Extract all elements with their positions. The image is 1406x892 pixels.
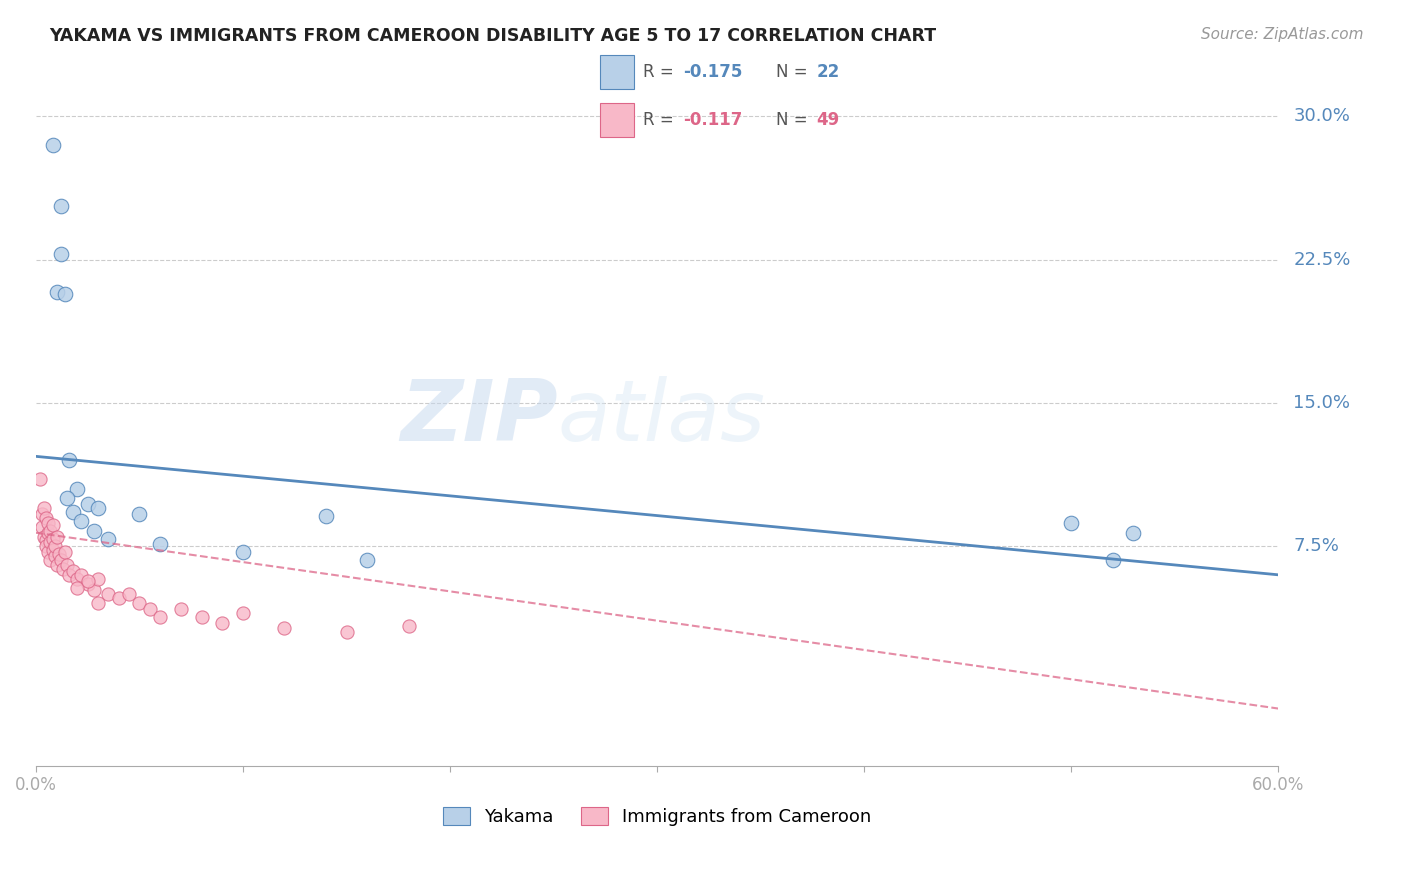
Point bbox=[44, 549, 66, 563]
Text: 22: 22 bbox=[817, 62, 839, 81]
Point bbox=[35, 539, 58, 553]
Text: -0.117: -0.117 bbox=[683, 111, 742, 129]
Text: R =: R = bbox=[643, 62, 679, 81]
Point bbox=[31, 507, 53, 521]
Point bbox=[87, 572, 110, 586]
Point bbox=[48, 547, 70, 561]
Point bbox=[66, 482, 89, 496]
Point bbox=[87, 597, 110, 611]
Point bbox=[39, 535, 62, 549]
Text: R =: R = bbox=[643, 111, 679, 129]
Text: -0.175: -0.175 bbox=[683, 62, 742, 81]
Point bbox=[83, 583, 105, 598]
Point bbox=[398, 619, 420, 633]
FancyBboxPatch shape bbox=[600, 55, 634, 88]
Point bbox=[76, 574, 98, 588]
Point bbox=[66, 572, 89, 586]
Point bbox=[45, 558, 67, 573]
Point bbox=[56, 491, 79, 506]
Point bbox=[41, 532, 63, 546]
Text: 7.5%: 7.5% bbox=[1294, 537, 1339, 555]
Text: N =: N = bbox=[776, 111, 813, 129]
Point bbox=[335, 625, 357, 640]
Point bbox=[45, 530, 67, 544]
Point bbox=[35, 510, 58, 524]
Point bbox=[66, 581, 89, 595]
Point bbox=[70, 514, 93, 528]
Point bbox=[70, 567, 93, 582]
Point bbox=[62, 505, 84, 519]
Point bbox=[139, 602, 162, 616]
Point bbox=[190, 610, 212, 624]
Point bbox=[87, 500, 110, 515]
Point bbox=[62, 564, 84, 578]
Point bbox=[45, 285, 67, 299]
Point bbox=[32, 500, 55, 515]
Point bbox=[44, 539, 66, 553]
Point bbox=[35, 533, 58, 548]
Text: atlas: atlas bbox=[558, 376, 766, 458]
Point bbox=[149, 610, 172, 624]
Point bbox=[58, 567, 80, 582]
Point bbox=[97, 532, 120, 546]
Point bbox=[49, 199, 72, 213]
Point bbox=[356, 552, 378, 566]
Point bbox=[76, 577, 98, 591]
Point bbox=[53, 287, 76, 301]
Point bbox=[53, 545, 76, 559]
Text: Source: ZipAtlas.com: Source: ZipAtlas.com bbox=[1201, 27, 1364, 42]
Point bbox=[128, 597, 150, 611]
Point bbox=[107, 591, 129, 605]
Point bbox=[49, 552, 72, 566]
Point bbox=[1060, 516, 1083, 531]
Point bbox=[39, 552, 62, 566]
Point bbox=[37, 545, 59, 559]
Point bbox=[1122, 525, 1144, 540]
Point bbox=[118, 587, 141, 601]
Point bbox=[49, 247, 72, 261]
Point bbox=[52, 562, 75, 576]
Point bbox=[41, 137, 63, 152]
FancyBboxPatch shape bbox=[600, 103, 634, 137]
Point bbox=[83, 524, 105, 538]
Text: N =: N = bbox=[776, 62, 813, 81]
Text: YAKAMA VS IMMIGRANTS FROM CAMEROON DISABILITY AGE 5 TO 17 CORRELATION CHART: YAKAMA VS IMMIGRANTS FROM CAMEROON DISAB… bbox=[49, 27, 936, 45]
Text: 22.5%: 22.5% bbox=[1294, 251, 1351, 268]
Text: 49: 49 bbox=[817, 111, 839, 129]
Point bbox=[232, 545, 254, 559]
Point bbox=[37, 516, 59, 531]
Text: 15.0%: 15.0% bbox=[1294, 394, 1350, 412]
Point bbox=[315, 508, 337, 523]
Point bbox=[37, 525, 59, 540]
Point bbox=[149, 537, 172, 551]
Point bbox=[97, 587, 120, 601]
Point bbox=[41, 543, 63, 558]
Point bbox=[58, 453, 80, 467]
Text: ZIP: ZIP bbox=[401, 376, 558, 458]
Point bbox=[56, 558, 79, 573]
Point bbox=[39, 524, 62, 538]
Legend: Yakama, Immigrants from Cameroon: Yakama, Immigrants from Cameroon bbox=[436, 800, 879, 833]
Point bbox=[211, 615, 233, 630]
Point bbox=[30, 472, 52, 486]
Point bbox=[232, 606, 254, 620]
Point bbox=[41, 518, 63, 533]
Point bbox=[32, 530, 55, 544]
Point bbox=[170, 602, 193, 616]
Point bbox=[76, 497, 98, 511]
Point bbox=[128, 507, 150, 521]
Point bbox=[273, 621, 295, 635]
Point bbox=[31, 520, 53, 534]
Text: 30.0%: 30.0% bbox=[1294, 107, 1350, 125]
Point bbox=[1101, 552, 1123, 566]
